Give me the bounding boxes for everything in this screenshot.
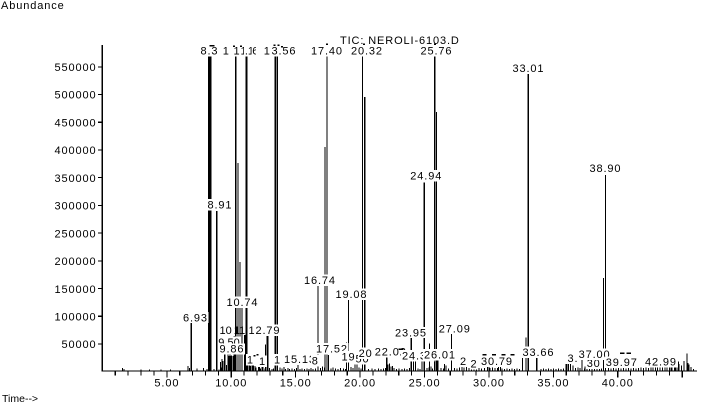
svg-text:250000: 250000: [55, 228, 97, 240]
svg-text:5.00: 5.00: [154, 378, 179, 390]
svg-text:8: 8: [312, 356, 319, 368]
svg-text:500000: 500000: [55, 90, 97, 102]
svg-text:1: 1: [247, 355, 254, 367]
svg-text:24.94: 24.94: [410, 171, 442, 183]
svg-text:33.66: 33.66: [523, 347, 555, 359]
svg-text:2: 2: [471, 359, 478, 371]
svg-text:6.93: 6.93: [183, 312, 208, 324]
svg-text:350000: 350000: [55, 173, 97, 185]
svg-text:100000: 100000: [55, 312, 97, 324]
svg-text:19.08: 19.08: [336, 289, 368, 301]
svg-text:2: 2: [460, 356, 467, 368]
svg-text:1: 1: [241, 46, 247, 58]
svg-text:17.40: 17.40: [311, 46, 343, 58]
svg-text:38.90: 38.90: [590, 163, 622, 175]
svg-text:1: 1: [223, 46, 230, 58]
svg-text:9.86: 9.86: [220, 344, 245, 356]
svg-text:40.00: 40.00: [602, 378, 634, 390]
svg-text:1: 1: [264, 46, 271, 58]
svg-text:11: 11: [234, 325, 245, 337]
svg-text:26.01: 26.01: [424, 350, 456, 362]
svg-text:20.32: 20.32: [351, 46, 383, 58]
svg-text:12.79: 12.79: [249, 325, 281, 337]
svg-text:20.00: 20.00: [344, 378, 376, 390]
svg-text:550000: 550000: [55, 62, 97, 74]
svg-text:30.79: 30.79: [481, 356, 513, 368]
svg-text:8.3: 8.3: [201, 46, 219, 58]
svg-text:8.91: 8.91: [208, 200, 233, 212]
svg-text:23.95: 23.95: [395, 327, 427, 339]
svg-text:25.00: 25.00: [409, 378, 441, 390]
svg-text:37.00: 37.00: [579, 349, 611, 361]
svg-text:1: 1: [274, 355, 281, 367]
svg-text:6: 6: [252, 46, 258, 58]
svg-text:1: 1: [259, 356, 266, 368]
svg-text:1: 1: [234, 46, 241, 58]
svg-text:10.74: 10.74: [227, 297, 259, 309]
svg-text:19.: 19.: [342, 351, 360, 363]
svg-text:15.00: 15.00: [280, 378, 312, 390]
svg-text:30: 30: [587, 358, 601, 370]
svg-text:30.00: 30.00: [473, 378, 505, 390]
svg-text:300000: 300000: [55, 201, 97, 213]
svg-text:.: .: [245, 46, 248, 58]
svg-text:35.00: 35.00: [537, 378, 569, 390]
svg-text:25.76: 25.76: [421, 46, 453, 58]
svg-text:15.13: 15.13: [284, 354, 316, 366]
svg-text:10.00: 10.00: [215, 378, 247, 390]
svg-text:17.52: 17.52: [316, 344, 348, 356]
svg-text:450000: 450000: [55, 117, 97, 129]
svg-text:200000: 200000: [55, 256, 97, 268]
svg-text:33.01: 33.01: [513, 63, 545, 75]
svg-text:TIC: NEROLI-6103.D: TIC: NEROLI-6103.D: [340, 35, 460, 47]
svg-text:150000: 150000: [55, 284, 97, 296]
svg-text:22.02: 22.02: [375, 347, 407, 359]
svg-text:39.97: 39.97: [606, 357, 638, 369]
svg-text:3.: 3.: [568, 353, 579, 365]
svg-text:16.74: 16.74: [304, 275, 336, 287]
svg-text:10: 10: [220, 325, 232, 337]
svg-text:Time-->: Time-->: [2, 393, 38, 405]
svg-text:3.56: 3.56: [272, 46, 297, 58]
svg-text:50000: 50000: [62, 339, 97, 351]
svg-text:400000: 400000: [55, 145, 97, 157]
svg-text:27.09: 27.09: [439, 323, 471, 335]
svg-text:20: 20: [359, 348, 373, 360]
svg-text:1: 1: [248, 46, 254, 58]
svg-text:Abundance: Abundance: [1, 0, 65, 12]
svg-text:42.99: 42.99: [645, 357, 677, 369]
